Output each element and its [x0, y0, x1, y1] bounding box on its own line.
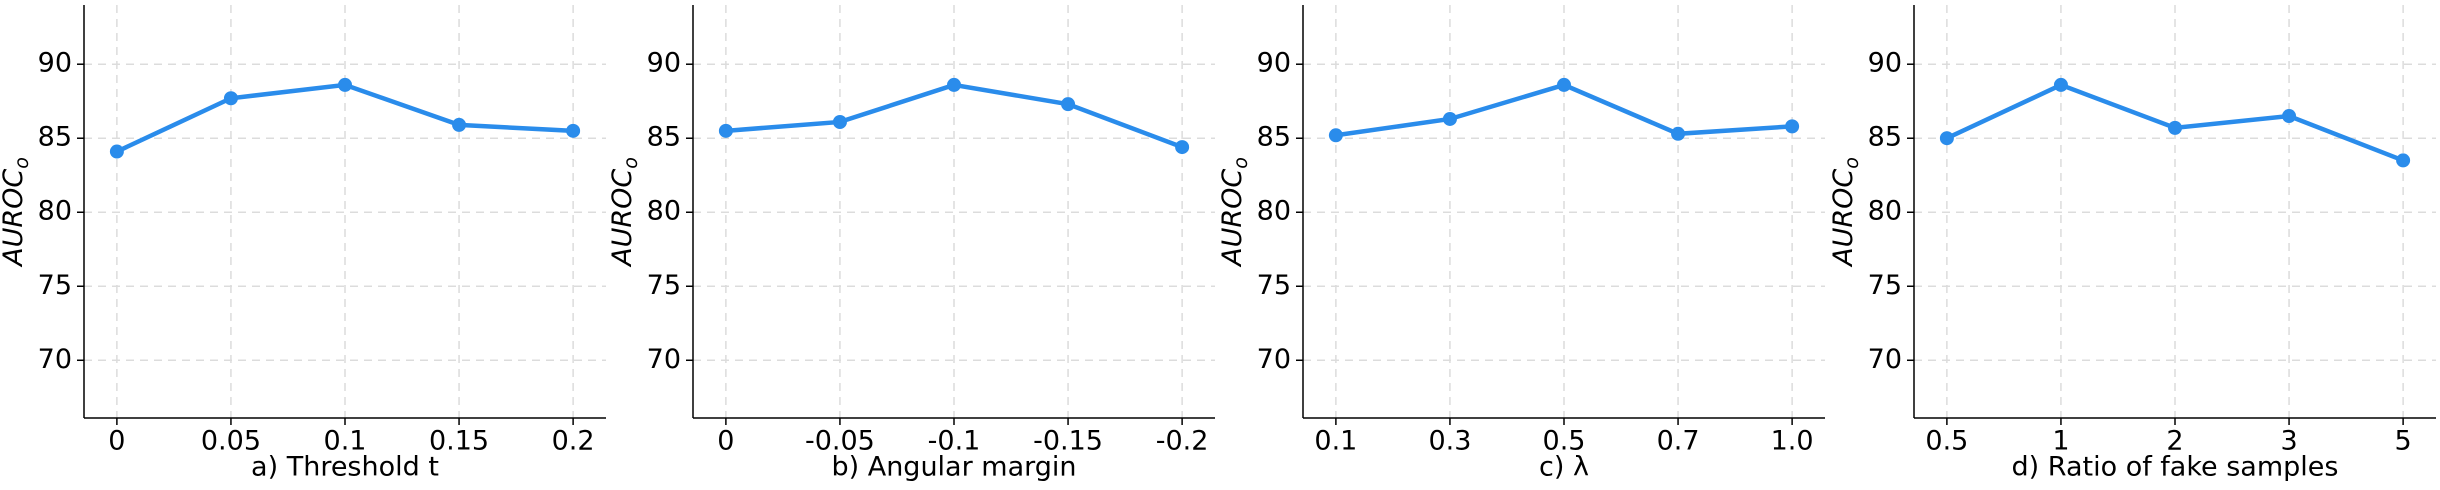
subplot: 70 75 80 85 90 0 0.05 0.1 0.15 0.2 a) Threshold t A… — [0, 5, 606, 483]
x-tick-label: 0.1 — [1314, 426, 1357, 457]
x-tick-label: -0.2 — [1156, 426, 1209, 457]
x-tick-label: 2 — [2166, 426, 2183, 457]
x-tick-label: -0.15 — [1033, 426, 1103, 457]
marker — [1671, 126, 1686, 141]
y-axis-label-subscript: o — [1230, 157, 1252, 169]
y-tick-label: 85 — [1868, 122, 1902, 153]
y-tick-label: 75 — [647, 270, 681, 301]
marker — [2282, 109, 2297, 124]
x-tick-label: 0.7 — [1657, 426, 1700, 457]
y-tick-label: 85 — [38, 122, 72, 153]
x-tick-label: 0.1 — [324, 426, 367, 457]
x-tick-label: 0.5 — [1925, 426, 1968, 457]
y-axis-label: AUROCo — [607, 157, 642, 268]
y-tick-label: 75 — [38, 270, 72, 301]
marker — [2168, 120, 2182, 135]
marker — [718, 123, 733, 138]
y-axis-label-subscript: o — [11, 157, 33, 169]
x-tick-label: 0.15 — [429, 426, 489, 457]
x-tick-label: 0 — [717, 426, 734, 457]
y-tick-label: 75 — [1868, 270, 1902, 301]
y-tick-label: 70 — [38, 344, 72, 375]
x-axis-label: d) Ratio of fake samples — [2012, 452, 2339, 483]
y-axis-label: AUROCo — [1217, 157, 1252, 268]
marker — [1939, 131, 1954, 146]
y-tick-label: 80 — [1868, 196, 1902, 227]
marker — [2053, 77, 2068, 92]
y-tick-label: 70 — [1868, 344, 1902, 375]
y-axis-label-subscript: o — [1841, 157, 1863, 169]
marker — [223, 91, 238, 106]
y-axis-label-main: AUROC — [607, 169, 638, 268]
marker — [1442, 111, 1457, 126]
x-axis-label: b) Angular margin — [831, 452, 1076, 483]
marker — [2396, 153, 2411, 168]
x-tick-label: 1 — [2052, 426, 2069, 457]
x-tick-label: 0.5 — [1543, 426, 1586, 457]
y-axis-label-main: AUROC — [1217, 169, 1248, 268]
marker — [947, 77, 961, 92]
y-tick-label: 70 — [647, 344, 681, 375]
marker — [1328, 128, 1343, 143]
x-tick-label: 1.0 — [1771, 426, 1814, 457]
marker — [1061, 97, 1076, 112]
x-tick-label: -0.1 — [928, 426, 981, 457]
y-axis-label: AUROCo — [1828, 157, 1863, 268]
marker — [109, 144, 124, 159]
marker — [338, 77, 352, 92]
x-tick-label: 0.2 — [552, 426, 595, 457]
y-tick-label: 70 — [1257, 344, 1291, 375]
x-tick-label: 0.05 — [201, 426, 261, 457]
marker — [566, 123, 581, 138]
x-tick-label: 5 — [2395, 426, 2412, 457]
subplot: 70 75 80 85 90 0 -0.05 -0.1 -0.15 -0.2 b) Angular … — [607, 5, 1215, 483]
x-tick-label: 0.3 — [1428, 426, 1471, 457]
y-tick-label: 80 — [647, 196, 681, 227]
y-axis-label-main: AUROC — [1828, 169, 1859, 268]
x-tick-label: 0 — [108, 426, 125, 457]
x-tick-label: 3 — [2280, 426, 2297, 457]
y-axis-label: AUROCo — [0, 157, 33, 268]
y-tick-label: 85 — [1257, 122, 1291, 153]
x-axis-label: a) Threshold t — [251, 452, 439, 483]
y-tick-label: 90 — [1257, 48, 1291, 79]
y-tick-label: 90 — [647, 48, 681, 79]
x-tick-label: -0.05 — [805, 426, 875, 457]
y-tick-label: 90 — [38, 48, 72, 79]
marker — [1175, 140, 1190, 155]
subplot: 70 75 80 85 90 0.1 0.3 0.5 0.7 1.0 c) λ AUROCo — [1217, 5, 1825, 483]
marker — [1785, 119, 1800, 134]
y-tick-label: 75 — [1257, 270, 1291, 301]
x-axis-label: c) λ — [1539, 452, 1589, 483]
marker — [832, 114, 847, 129]
y-tick-label: 85 — [647, 122, 681, 153]
subplot: 70 75 80 85 90 0.5 1 2 3 5 d) Ratio of fake sample… — [1828, 5, 2436, 483]
y-axis-label-subscript: o — [620, 157, 642, 169]
y-axis-label-main: AUROC — [0, 169, 29, 268]
marker — [452, 117, 467, 132]
y-tick-label: 80 — [1257, 196, 1291, 227]
y-tick-label: 90 — [1868, 48, 1902, 79]
y-tick-label: 80 — [38, 196, 72, 227]
marker — [1557, 77, 1571, 92]
